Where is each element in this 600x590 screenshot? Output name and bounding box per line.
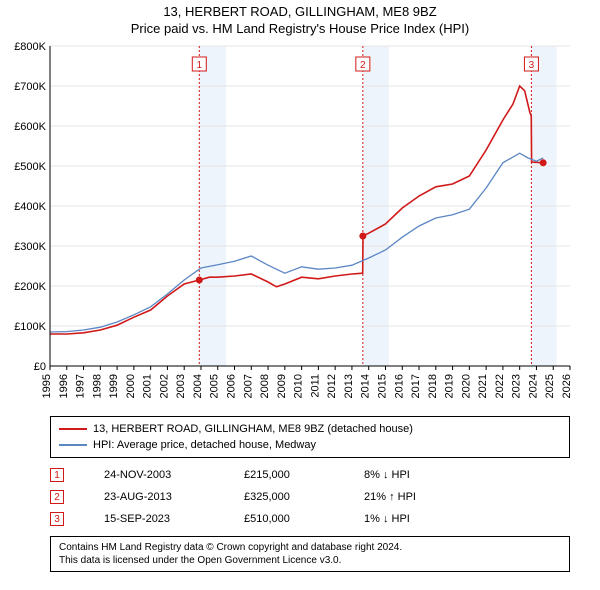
svg-text:£500K: £500K [14,161,46,173]
svg-text:2009: 2009 [276,374,288,398]
svg-text:2015: 2015 [376,374,388,398]
sale-date: 15-SEP-2023 [104,513,204,525]
svg-text:£700K: £700K [14,81,46,93]
legend-label: 13, HERBERT ROAD, GILLINGHAM, ME8 9BZ (d… [93,423,413,435]
svg-text:2026: 2026 [561,374,573,398]
sale-price: £510,000 [244,513,324,525]
svg-text:2007: 2007 [242,374,254,398]
svg-text:2004: 2004 [192,374,204,398]
svg-text:2020: 2020 [460,374,472,398]
sale-price: £325,000 [244,491,324,503]
sale-diff: 1% ↓ HPI [364,513,410,525]
legend-swatch [59,444,87,446]
line-chart: £0 £100K £200K £300K £400K £500K £600K £700K £80… [0,42,600,412]
sale-price: £215,000 [244,469,324,481]
svg-text:2000: 2000 [125,374,137,398]
sale-diff: 21% ↑ HPI [364,491,416,503]
legend: 13, HERBERT ROAD, GILLINGHAM, ME8 9BZ (d… [50,416,570,458]
svg-text:2012: 2012 [326,374,338,398]
svg-text:2010: 2010 [293,374,305,398]
sale-date: 23-AUG-2013 [104,491,204,503]
svg-text:£300K: £300K [14,241,46,253]
legend-item: 13, HERBERT ROAD, GILLINGHAM, ME8 9BZ (d… [59,421,561,437]
sale-diff: 8% ↓ HPI [364,469,410,481]
svg-text:2021: 2021 [477,374,489,398]
attribution-footer: Contains HM Land Registry data © Crown c… [50,536,570,572]
chart-area: £0 £100K £200K £300K £400K £500K £600K £700K £80… [0,42,600,412]
legend-item: HPI: Average price, detached house, Medw… [59,437,561,453]
chart-subtitle: Price paid vs. HM Land Registry's House … [0,19,600,42]
svg-text:2016: 2016 [393,374,405,398]
svg-text:1995: 1995 [41,374,53,398]
legend-label: HPI: Average price, detached house, Medw… [93,439,316,451]
legend-swatch [59,428,87,430]
svg-text:2002: 2002 [158,374,170,398]
svg-text:1999: 1999 [108,374,120,398]
svg-text:2017: 2017 [410,374,422,398]
svg-text:2001: 2001 [142,374,154,398]
sale-row: 1 24-NOV-2003 £215,000 8% ↓ HPI [50,464,570,486]
sale-row: 3 15-SEP-2023 £510,000 1% ↓ HPI [50,508,570,530]
svg-text:2008: 2008 [259,374,271,398]
sale-marker: 3 [50,512,64,526]
svg-text:£200K: £200K [14,281,46,293]
svg-text:2018: 2018 [427,374,439,398]
svg-text:2011: 2011 [309,374,321,398]
svg-text:£800K: £800K [14,42,46,53]
footer-line: This data is licensed under the Open Gov… [59,554,561,567]
chart-title: 13, HERBERT ROAD, GILLINGHAM, ME8 9BZ [0,0,600,19]
svg-text:£600K: £600K [14,121,46,133]
svg-text:£100K: £100K [14,321,46,333]
svg-text:2025: 2025 [544,374,556,398]
sale-marker: 1 [50,468,64,482]
svg-text:£0: £0 [34,361,46,373]
svg-text:1998: 1998 [91,374,103,398]
svg-text:2019: 2019 [444,374,456,398]
svg-text:2003: 2003 [175,374,187,398]
svg-text:2: 2 [360,60,366,71]
svg-text:2006: 2006 [226,374,238,398]
svg-text:2014: 2014 [360,374,372,398]
svg-text:3: 3 [529,60,535,71]
svg-text:2023: 2023 [511,374,523,398]
svg-text:2024: 2024 [527,374,539,398]
sale-marker: 2 [50,490,64,504]
svg-text:1997: 1997 [75,374,87,398]
sale-date: 24-NOV-2003 [104,469,204,481]
sale-row: 2 23-AUG-2013 £325,000 21% ↑ HPI [50,486,570,508]
svg-text:1996: 1996 [58,374,70,398]
svg-text:2022: 2022 [494,374,506,398]
svg-text:2013: 2013 [343,374,355,398]
footer-line: Contains HM Land Registry data © Crown c… [59,541,561,554]
svg-text:1: 1 [197,60,203,71]
svg-text:2005: 2005 [209,374,221,398]
svg-text:£400K: £400K [14,201,46,213]
sales-table: 1 24-NOV-2003 £215,000 8% ↓ HPI 2 23-AUG-2013… [50,464,570,530]
